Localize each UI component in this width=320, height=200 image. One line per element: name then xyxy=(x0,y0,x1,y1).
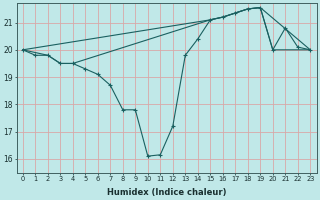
X-axis label: Humidex (Indice chaleur): Humidex (Indice chaleur) xyxy=(107,188,226,197)
